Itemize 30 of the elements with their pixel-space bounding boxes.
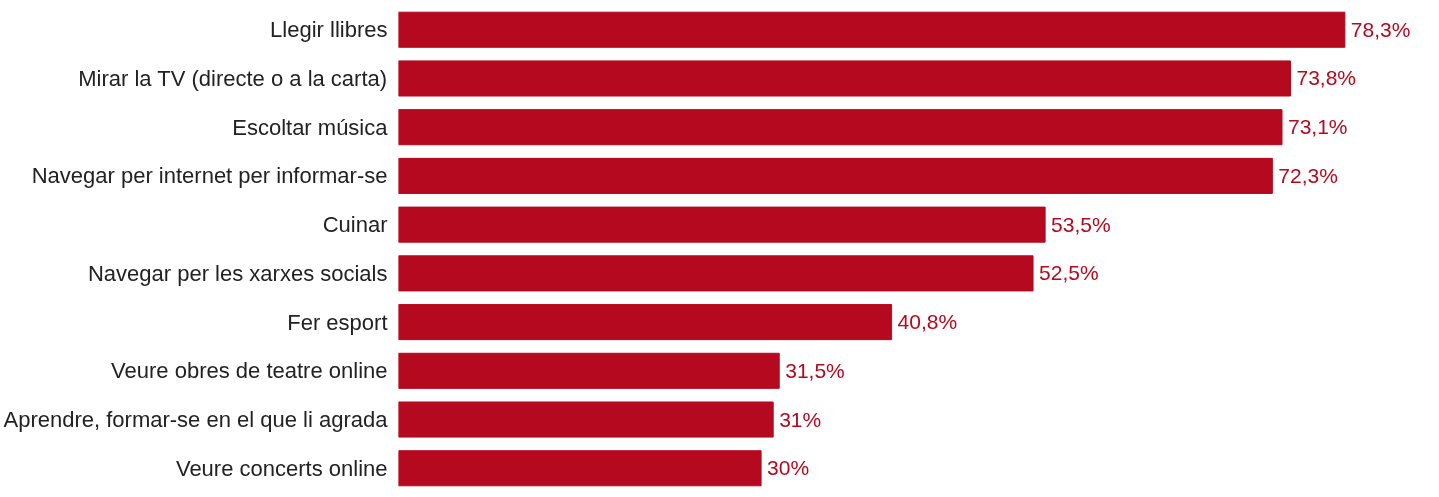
data-label: 31% [779, 407, 822, 431]
bar [398, 401, 774, 438]
y-tick-label: Navegar per internet per informar-se [31, 163, 388, 189]
data-label: 72,3% [1278, 163, 1338, 187]
bar [398, 11, 1346, 48]
data-label: 78,3% [1350, 17, 1411, 41]
bar [398, 255, 1034, 292]
data-label: 52,5% [1039, 261, 1099, 285]
bar [398, 450, 762, 487]
bar [398, 352, 780, 389]
data-label: 53,5% [1051, 212, 1111, 236]
bar [398, 206, 1046, 243]
y-tick-label: Aprendre, formar-se en el que li agrada [3, 407, 389, 433]
y-tick-label: Navegar per les xarxes socials [87, 260, 388, 286]
bar [398, 157, 1273, 194]
y-tick-label: Llegir llibres [270, 17, 388, 43]
data-label: 30% [767, 456, 810, 480]
data-label: 40,8% [897, 310, 958, 334]
y-tick-label: Fer esport [287, 309, 388, 335]
y-tick-label: Veure obres de teatre online [111, 358, 388, 384]
y-tick-label: Cuinar [322, 212, 388, 238]
data-label: 31,5% [785, 358, 845, 382]
bar [398, 109, 1283, 146]
data-label: 73,8% [1296, 66, 1357, 90]
y-tick-label: Veure concerts online [175, 455, 388, 481]
y-tick-label: Escoltar música [232, 114, 389, 140]
bar [398, 60, 1291, 97]
bar [398, 304, 893, 341]
data-label: 73,1% [1288, 115, 1348, 139]
y-tick-label: Mirar la TV (directe o a la carta) [78, 65, 388, 91]
